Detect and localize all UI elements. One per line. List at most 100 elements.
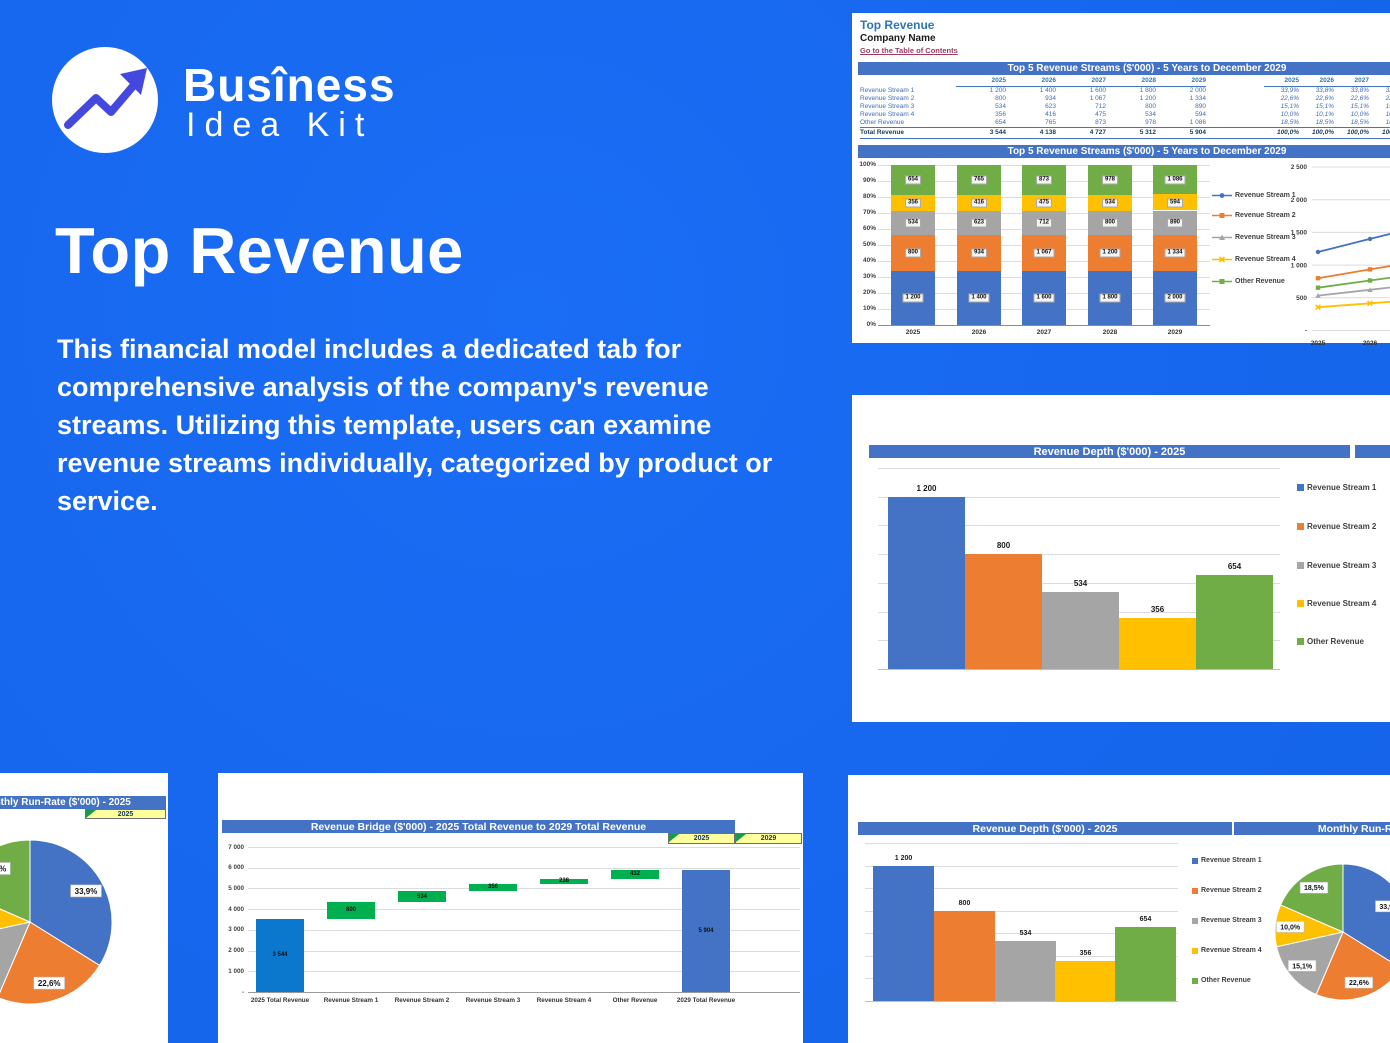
data-label: 432 bbox=[629, 871, 641, 878]
y-axis-label: 6 000 bbox=[228, 864, 244, 872]
y-axis-label: 1 000 bbox=[1291, 262, 1308, 269]
panel-depth-and-run-rate: Revenue Depth ($'000) - 2025 Monthly Run… bbox=[848, 775, 1390, 1043]
legend-item: Revenue Stream 4 bbox=[1192, 947, 1262, 954]
data-label: 534 bbox=[416, 893, 428, 900]
table-value-cell: 765 bbox=[1045, 119, 1056, 126]
company-name: Company Name bbox=[860, 33, 936, 44]
line-series bbox=[1317, 265, 1390, 280]
circle bbox=[1315, 249, 1321, 255]
gline bbox=[248, 971, 800, 973]
legend-marker-icon bbox=[1212, 234, 1232, 240]
year-from-selector-dropdown[interactable]: 2025 bbox=[668, 833, 735, 844]
table-value-cell: 3 544 bbox=[956, 127, 1006, 139]
gline bbox=[878, 582, 1280, 584]
table-row-label: Revenue Stream 2 bbox=[860, 95, 915, 102]
depth-bar bbox=[888, 496, 965, 669]
depth-bar bbox=[1115, 927, 1176, 1001]
legend-item: Revenue Stream 3 bbox=[1192, 917, 1262, 924]
waterfall-bar bbox=[682, 869, 730, 992]
data-label: 416 bbox=[970, 198, 988, 208]
legend-label: Revenue Stream 4 bbox=[1201, 947, 1262, 954]
gline bbox=[248, 909, 800, 911]
table-of-contents-link[interactable]: Go to the Table of Contents bbox=[860, 46, 958, 55]
table-value-cell: 1 067 bbox=[1089, 95, 1106, 102]
data-label: 534 bbox=[1073, 579, 1088, 589]
data-label: 890 bbox=[1166, 218, 1184, 228]
table-value-cell: 5 904 bbox=[1156, 127, 1206, 139]
waterfall-bar bbox=[611, 869, 659, 879]
y-axis-label: 3 000 bbox=[228, 926, 244, 934]
gline bbox=[248, 888, 800, 890]
trend-arrow-icon bbox=[64, 68, 147, 129]
data-label: 5 904 bbox=[698, 927, 714, 934]
data-label: 356 bbox=[904, 198, 922, 208]
brand-logo bbox=[52, 47, 158, 153]
legend-label: Revenue Stream 3 bbox=[1235, 234, 1296, 241]
data-label: 654 bbox=[1227, 562, 1242, 572]
gline bbox=[248, 867, 800, 869]
sheet-title: Top Revenue bbox=[860, 18, 935, 32]
table-value-cell: 1 200 bbox=[989, 87, 1006, 94]
legend-marker-icon bbox=[1212, 193, 1232, 198]
axis bbox=[248, 992, 800, 993]
year-to-selector-dropdown[interactable]: 2029 bbox=[735, 833, 802, 844]
table-value-cell: 356 bbox=[995, 111, 1006, 118]
data-label: 978 bbox=[1101, 175, 1119, 185]
legend-swatch-icon bbox=[1297, 484, 1304, 491]
waterfall-bar bbox=[327, 902, 375, 919]
table-header-bar: Top 5 Revenue Streams ($'000) - 5 Years … bbox=[858, 62, 1390, 75]
table-value-cell: 594 bbox=[1195, 111, 1206, 118]
table-value-cell: 4 138 bbox=[1006, 127, 1056, 139]
data-label: 1 086 bbox=[1164, 175, 1186, 185]
legend-label: Other Revenue bbox=[1235, 278, 1285, 285]
gline bbox=[878, 468, 1280, 469]
x-axis-label: Revenue Stream 2 bbox=[394, 997, 450, 1004]
table-value-cell: 4 727 bbox=[1056, 127, 1106, 139]
legend-label: Revenue Stream 3 bbox=[1307, 561, 1377, 570]
data-label: 2 000 bbox=[1164, 293, 1186, 303]
waterfall-chart: 7 000 6 000 5 000 4 000 3 000 2 000 1 000 - 3 54… bbox=[218, 843, 803, 1023]
data-label: 800 bbox=[904, 248, 922, 258]
year-selector-dropdown[interactable]: 2025 bbox=[85, 809, 166, 819]
waterfall-bar bbox=[540, 878, 588, 884]
text: 18,5% bbox=[1304, 885, 1325, 892]
rect bbox=[0, 862, 11, 875]
data-label: 534 bbox=[1101, 198, 1119, 207]
x-axis-label: 2025 Total Revenue bbox=[250, 997, 310, 1004]
legend-label: Revenue Stream 2 bbox=[1201, 887, 1262, 894]
table-value-cell: 534 bbox=[1145, 111, 1156, 118]
depth-bar bbox=[1119, 617, 1196, 669]
legend-label: Revenue Stream 3 bbox=[1201, 917, 1262, 924]
table-value-cell: 1 086 bbox=[1189, 119, 1206, 126]
table-value-cell: 890 bbox=[1195, 103, 1206, 110]
panel-monthly-run-rate-left: Monthly Run-Rate ($'000) - 2025 2025 33,… bbox=[0, 773, 168, 1043]
legend-item: Revenue Stream 4 bbox=[1212, 255, 1296, 264]
y-axis-label: 2 000 bbox=[228, 947, 244, 955]
table-pct-cell: 15,1% bbox=[1350, 103, 1369, 110]
x-axis-label: 2025 bbox=[905, 329, 921, 336]
depth-bar-chart: 1 200 800 534 356 654 Revenue Stream 1 Revenue… bbox=[852, 458, 1390, 718]
legend-item: Revenue Stream 2 bbox=[1297, 522, 1376, 531]
year-column-header: 2026 bbox=[1006, 75, 1056, 87]
panel-revenue-bridge: Revenue Bridge ($'000) - 2025 Total Reve… bbox=[218, 773, 803, 1043]
x-axis-label: Other Revenue bbox=[612, 997, 658, 1004]
axis bbox=[865, 1001, 1178, 1002]
depth-bar bbox=[1042, 592, 1119, 669]
t-blank bbox=[1206, 87, 1264, 95]
gline bbox=[865, 843, 1178, 844]
table-corner-cell bbox=[860, 75, 956, 86]
table-pct-cell: 22,6% bbox=[1350, 95, 1369, 102]
axis bbox=[878, 325, 1210, 326]
depth-bar bbox=[965, 554, 1042, 669]
table-value-cell: 800 bbox=[1145, 103, 1156, 110]
y-axis-label: - bbox=[1305, 328, 1307, 335]
waterfall-bar bbox=[256, 918, 304, 992]
legend-item: Other Revenue bbox=[1212, 277, 1285, 286]
rect bbox=[33, 976, 65, 990]
pie-slice bbox=[0, 921, 31, 994]
x-axis-label: 2026 bbox=[971, 329, 987, 336]
pie-data-label: 18,5% bbox=[0, 862, 11, 875]
rect bbox=[1219, 279, 1225, 284]
pie-slice bbox=[29, 839, 113, 967]
run-rate-pie-chart: 33,9%22,6%15,1%10,0%18,5% bbox=[0, 839, 113, 1005]
